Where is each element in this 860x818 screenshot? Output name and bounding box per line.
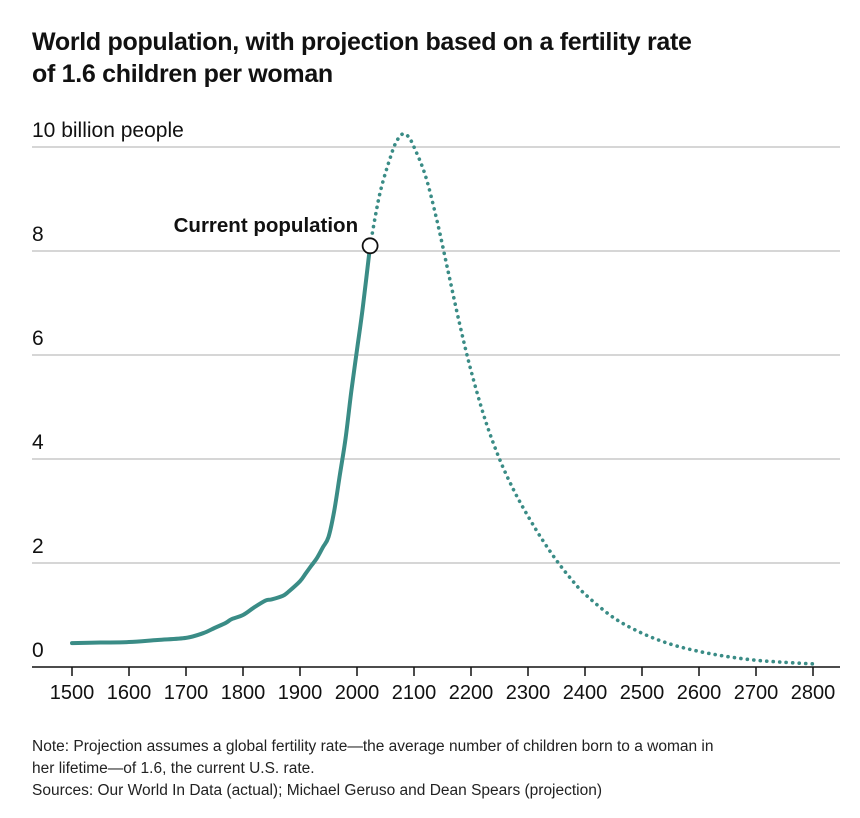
x-tick-label-1900: 1900 xyxy=(278,682,323,704)
chart-title-line-2: of 1.6 children per woman xyxy=(32,60,333,88)
x-tick-label-2600: 2600 xyxy=(677,682,722,704)
y-tick-label-0: 0 xyxy=(32,639,44,662)
x-tick-label-2700: 2700 xyxy=(734,682,779,704)
chart-notes: Note: Projection assumes a global fertil… xyxy=(32,736,852,802)
x-tick-label-2000: 2000 xyxy=(335,682,380,704)
population-chart: 0 2 4 6 8 10 billion people 1500 1600 1700 1800 19… xyxy=(32,119,840,704)
current-population-marker xyxy=(361,237,379,255)
x-tick-label-1500: 1500 xyxy=(50,682,95,704)
series-line-actual xyxy=(70,243,373,646)
chart-title: World population, with projection based … xyxy=(32,26,832,90)
x-tick-label-1700: 1700 xyxy=(164,682,209,704)
x-tick-label-2100: 2100 xyxy=(392,682,437,704)
x-tick-label-2800: 2800 xyxy=(791,682,836,704)
x-tick-label-1800: 1800 xyxy=(221,682,266,704)
x-tick-label-2500: 2500 xyxy=(620,682,665,704)
y-tick-label-6: 6 xyxy=(32,327,44,350)
y-tick-label-2: 2 xyxy=(32,535,44,558)
x-tick-label-2300: 2300 xyxy=(506,682,551,704)
x-tick-label-2400: 2400 xyxy=(563,682,608,704)
y-tick-label-4: 4 xyxy=(32,431,44,454)
y-tick-label-10: 10 billion people xyxy=(32,119,184,142)
y-tick-label-8: 8 xyxy=(32,223,44,246)
current-population-label: Current population xyxy=(174,214,358,237)
x-tick-label-1600: 1600 xyxy=(107,682,152,704)
note-line-2: her lifetime—of 1.6, the current U.S. ra… xyxy=(32,760,315,777)
x-tick-label-2200: 2200 xyxy=(449,682,494,704)
series-line-projection xyxy=(368,132,815,666)
sources-line: Sources: Our World In Data (actual); Mic… xyxy=(32,782,603,799)
chart-title-line-1: World population, with projection based … xyxy=(32,28,692,56)
note-line-1: Note: Projection assumes a global fertil… xyxy=(32,738,714,755)
